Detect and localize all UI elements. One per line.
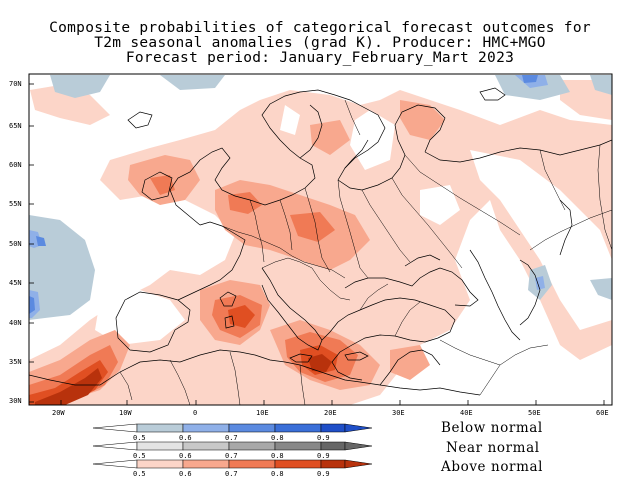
lat-label: 50N: [9, 240, 22, 248]
probability-field: [29, 74, 612, 405]
coastlines: [29, 87, 612, 396]
lon-label: 0: [193, 409, 198, 417]
below-tick: 0.9: [317, 434, 330, 442]
above-tick: 0.6: [179, 470, 192, 478]
lat-label: 30N: [9, 397, 22, 405]
lat-label: 35N: [9, 358, 22, 366]
near-tick: 0.8: [271, 452, 284, 460]
legend-bars: [92, 423, 373, 469]
legend-below-normal: Below normal: [441, 420, 543, 436]
national-borders: [119, 99, 612, 405]
below-normal-colorbar: [92, 423, 373, 433]
map-title-line1: Composite probabilities of categorical f…: [49, 20, 591, 36]
lat-label: 55N: [9, 200, 22, 208]
lon-label: 20W: [52, 409, 65, 417]
below-tick: 0.6: [179, 434, 192, 442]
above-tick: 0.7: [225, 470, 238, 478]
above-tick: 0.8: [271, 470, 284, 478]
lon-label: 40E: [460, 409, 473, 417]
map-title-line2: T2m seasonal anomalies (grad K). Produce…: [94, 35, 546, 51]
below-normal-0-5-areas: [29, 75, 612, 320]
below-tick: 0.5: [133, 434, 146, 442]
above-normal-0-9-areas: [35, 354, 332, 405]
lon-label: 50E: [528, 409, 541, 417]
lat-label: 70N: [9, 80, 22, 88]
near-tick: 0.9: [317, 452, 330, 460]
lon-label: 10E: [256, 409, 269, 417]
map-frame: [28, 73, 613, 406]
above-normal-colorbar: [92, 459, 373, 469]
above-tick: 0.9: [317, 470, 330, 478]
above-tick: 0.5: [133, 470, 146, 478]
legend-above-normal: Above normal: [441, 459, 544, 475]
near-normal-colorbar: [92, 441, 373, 451]
lat-label: 65N: [9, 122, 22, 130]
below-tick: 0.7: [225, 434, 238, 442]
below-tick: 0.8: [271, 434, 284, 442]
lat-label: 60N: [9, 161, 22, 169]
map-title-line3: Forecast period: January_February_Mart 2…: [125, 50, 515, 66]
axis-ticks: [29, 83, 605, 405]
near-tick: 0.6: [179, 452, 192, 460]
lat-label: 40N: [9, 319, 22, 327]
near-tick: 0.7: [225, 452, 238, 460]
lat-label: 45N: [9, 279, 22, 287]
lon-label: 10W: [119, 409, 132, 417]
no-signal-areas: [95, 105, 612, 345]
lon-label: 20E: [324, 409, 337, 417]
below-normal-0-7-areas: [29, 75, 538, 314]
near-tick: 0.5: [133, 452, 146, 460]
lon-label: 30E: [392, 409, 405, 417]
legend-near-normal: Near normal: [446, 440, 540, 456]
lon-label: 60E: [596, 409, 609, 417]
